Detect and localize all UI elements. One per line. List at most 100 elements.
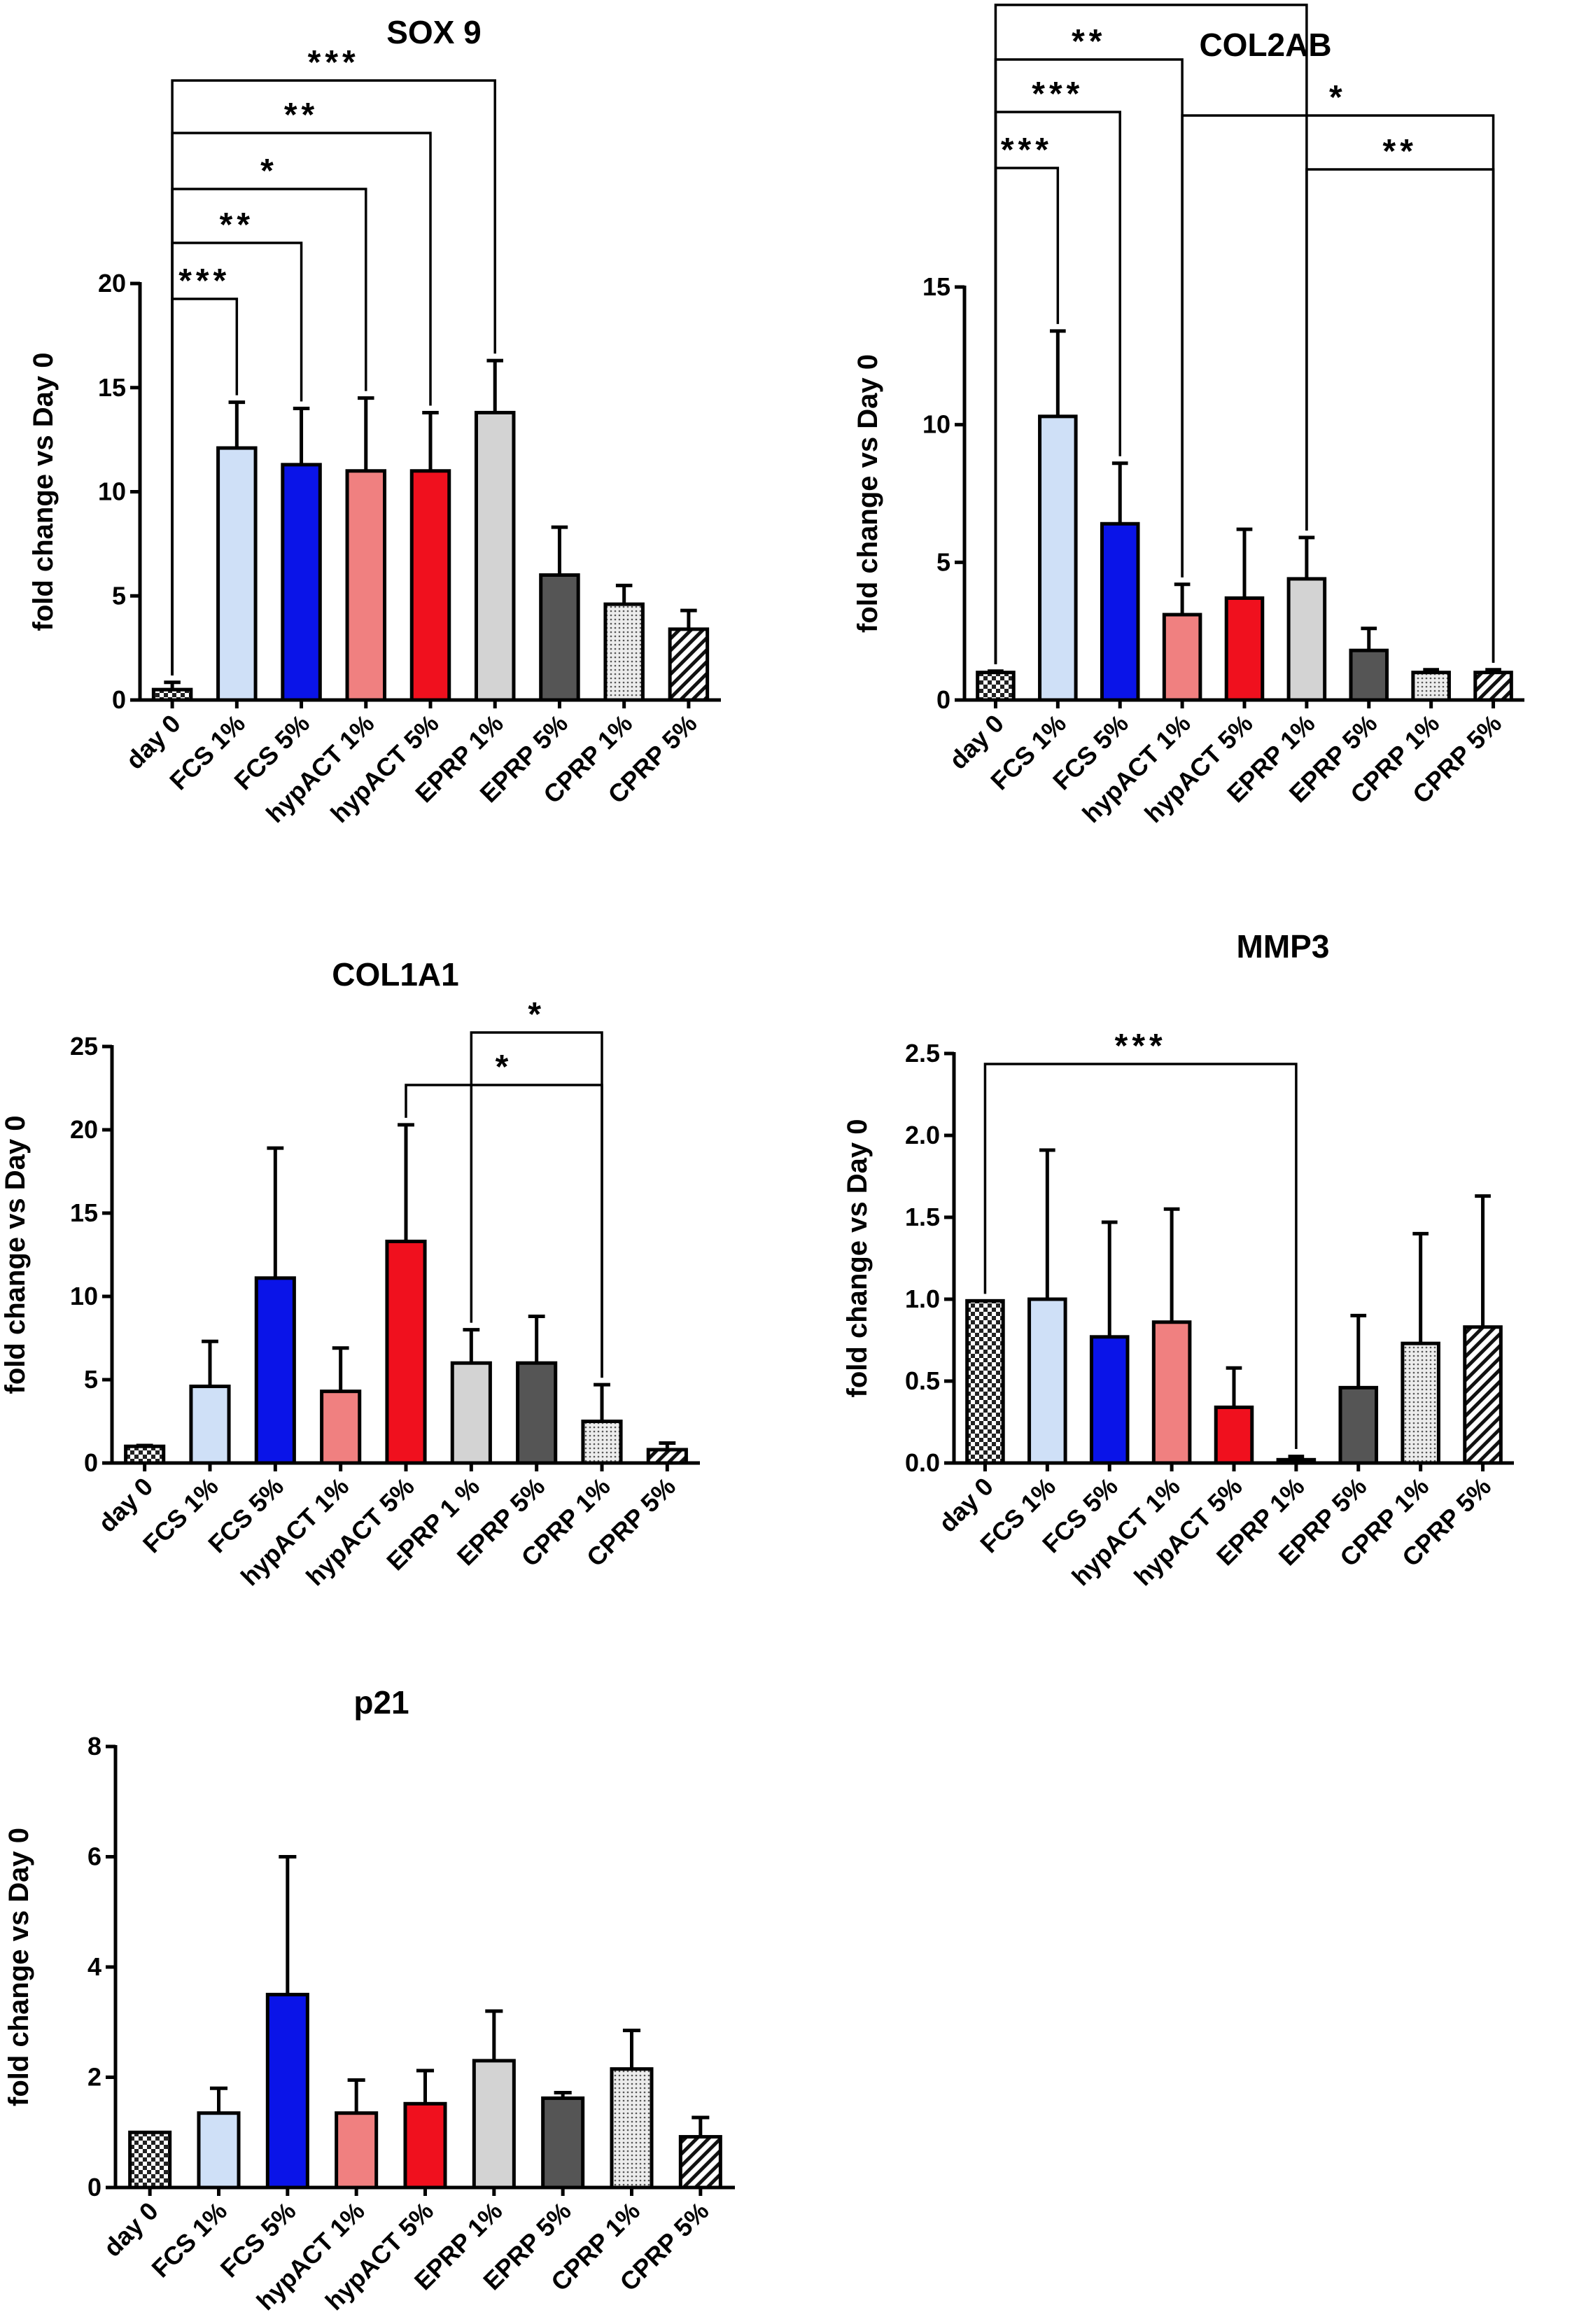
- y-tick-label: 5: [112, 581, 126, 610]
- bar-day-0: [128, 2130, 172, 2190]
- x-tick-label: FCS 1%: [146, 2197, 232, 2283]
- significance-bracket: [405, 1084, 603, 1378]
- significance-label: ***: [1001, 132, 1053, 169]
- significance-label: ***: [1115, 1028, 1167, 1065]
- bar-cprp-5-: [1473, 671, 1513, 702]
- bar-eprp-5-: [516, 1361, 558, 1465]
- y-tick-label: 10: [922, 410, 950, 439]
- bar-hypact-5-: [385, 1239, 427, 1465]
- bar-day-0: [124, 1444, 166, 1465]
- significance-label: ***: [308, 44, 360, 81]
- significance-label: *: [260, 153, 278, 190]
- y-tick-label: 25: [70, 1032, 98, 1060]
- chart-mmp3: MMP3 fold change vs Day 0 0.0 0.5 1.0 1.5 2.0 2…: [842, 928, 1514, 1591]
- y-axis-label: fold change vs Day 0: [0, 1116, 31, 1394]
- bar-eprp-5-: [1338, 1385, 1379, 1465]
- bar-hypact-5-: [403, 2101, 447, 2190]
- y-tick-label: 0: [936, 685, 950, 714]
- y-tick-label: 20: [98, 269, 126, 298]
- y-tick-label: 0: [84, 1448, 98, 1477]
- bar-day-0: [151, 687, 193, 702]
- bar-hypact-1-: [320, 1390, 362, 1465]
- y-axis-label: fold change vs Day 0: [3, 1828, 34, 2106]
- bar-cprp-5-: [646, 1448, 688, 1465]
- significance-label: **: [220, 206, 254, 244]
- bar-cprp-1-: [603, 602, 645, 702]
- y-tick-label: 20: [70, 1115, 98, 1144]
- bar-fcs-1-: [197, 2111, 241, 2190]
- bar-fcs-5-: [281, 463, 322, 702]
- bar-cprp-1-: [1401, 1341, 1440, 1465]
- significance-label: ***: [178, 262, 230, 300]
- significance-label: ***: [1032, 76, 1083, 113]
- bar-day-0: [976, 671, 1016, 702]
- y-tick-label: 5: [936, 547, 950, 576]
- y-tick-label: 1.0: [905, 1284, 940, 1313]
- y-tick-label: 6: [87, 1842, 101, 1871]
- x-tick-label: day 0: [98, 2197, 164, 2262]
- bar-fcs-5-: [265, 1992, 309, 2190]
- bar-fcs-5-: [1089, 1335, 1130, 1465]
- significance-label: ***: [1125, 0, 1177, 6]
- bar-cprp-5-: [1463, 1325, 1503, 1465]
- bar-hypact-5-: [409, 469, 451, 702]
- y-tick-label: 10: [70, 1282, 98, 1310]
- bar-fcs-5-: [254, 1276, 296, 1465]
- y-tick-label: 2.5: [905, 1039, 940, 1068]
- bar-fcs-1-: [1027, 1297, 1067, 1465]
- bar-hypact-1-: [1162, 612, 1202, 702]
- significance-bracket: [1305, 168, 1495, 663]
- bar-hypact-1-: [345, 469, 387, 702]
- y-axis-label: fold change vs Day 0: [28, 353, 59, 631]
- significance-bracket: [1181, 114, 1495, 663]
- y-tick-label: 4: [87, 1952, 101, 1981]
- significance-label: **: [284, 97, 318, 134]
- bar-day-0: [965, 1298, 1005, 1465]
- y-tick-label: 15: [70, 1198, 98, 1227]
- bar-eprp-5-: [539, 573, 580, 702]
- bar-cprp-1-: [610, 2067, 654, 2190]
- y-tick-label: 15: [98, 373, 126, 402]
- chart-title: COL1A1: [332, 956, 458, 993]
- bar-hypact-5-: [1214, 1405, 1254, 1465]
- bar-hypact-1-: [335, 2111, 379, 2190]
- significance-bracket: [171, 79, 496, 676]
- bar-eprp-1-: [474, 410, 516, 702]
- bar-hypact-5-: [1224, 596, 1265, 702]
- y-tick-label: 0.0: [905, 1448, 940, 1477]
- y-tick-label: 10: [98, 477, 126, 506]
- chart-title: MMP3: [1237, 928, 1330, 965]
- y-tick-label: 0.5: [905, 1366, 940, 1395]
- bar-fcs-1-: [1038, 414, 1078, 702]
- bar-fcs-5-: [1100, 522, 1140, 702]
- significance-label: **: [1383, 133, 1417, 170]
- bar-hypact-1-: [1151, 1320, 1192, 1465]
- bar-eprp-1-: [472, 2059, 516, 2190]
- bar-eprp-1-: [450, 1361, 492, 1465]
- y-tick-label: 2: [87, 2063, 101, 2092]
- bar-cprp-1-: [581, 1420, 623, 1465]
- bar-eprp-5-: [1349, 648, 1389, 702]
- significance-bracket: [470, 1031, 603, 1378]
- bar-cprp-5-: [668, 627, 710, 702]
- bar-fcs-1-: [216, 446, 258, 702]
- significance-bracket: [983, 1063, 1298, 1449]
- chart-title: COL2AB: [1199, 27, 1331, 63]
- bar-eprp-1-: [1286, 577, 1327, 702]
- y-tick-label: 15: [922, 272, 950, 301]
- significance-label: *: [1329, 79, 1347, 116]
- bar-eprp-1-: [1276, 1457, 1317, 1465]
- bar-cprp-5-: [678, 2135, 722, 2190]
- y-axis-label: fold change vs Day 0: [852, 354, 883, 633]
- bar-cprp-1-: [1411, 671, 1451, 702]
- significance-label: *: [528, 996, 545, 1033]
- y-tick-label: 5: [84, 1365, 98, 1394]
- y-tick-label: 0: [112, 685, 126, 714]
- y-tick-label: 2.0: [905, 1121, 940, 1149]
- y-tick-label: 0: [87, 2173, 101, 2202]
- y-tick-label: 1.5: [905, 1203, 940, 1231]
